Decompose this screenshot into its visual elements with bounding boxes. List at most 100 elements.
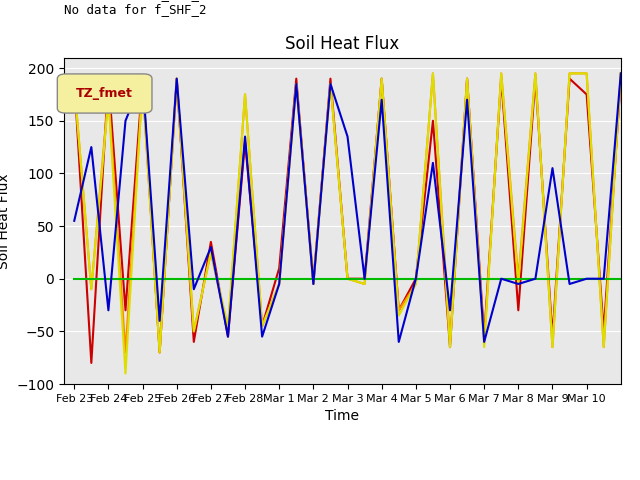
SHF1: [310, 281, 317, 287]
SHF3: [429, 71, 436, 76]
SHF2: [104, 92, 112, 97]
SHF1: [326, 76, 334, 82]
SHF3: [88, 287, 95, 292]
SHF2: [548, 344, 556, 350]
SHF2: [481, 339, 488, 345]
SHF2: [429, 71, 436, 76]
SHF5: [481, 339, 488, 345]
SHF1: [463, 76, 471, 82]
SHF2: [190, 328, 198, 334]
SHF5: [156, 318, 163, 324]
SHF3: [173, 76, 180, 82]
SHF3: [156, 349, 163, 355]
SHF3: [259, 323, 266, 329]
SHF2: [361, 281, 369, 287]
SHF5: [207, 244, 215, 250]
SHF3: [326, 81, 334, 87]
SHF3: [122, 371, 129, 376]
SHF2: [241, 92, 249, 97]
SHF2: [497, 71, 505, 76]
SHF1: [532, 76, 540, 82]
SHF2: [463, 76, 471, 82]
Line: SHF3: SHF3: [74, 73, 621, 373]
SHF5: [412, 276, 420, 282]
Line: SHF5: SHF5: [74, 73, 621, 342]
SHF1: [548, 334, 556, 339]
SHF5: [566, 281, 573, 287]
SHF1: [378, 76, 385, 82]
SHF3: [70, 81, 78, 87]
SHF5: [515, 281, 522, 287]
SHF5: [88, 144, 95, 150]
Text: No data for f_SHF_1
No data for f_SHF_2: No data for f_SHF_1 No data for f_SHF_2: [64, 0, 207, 16]
SHF3: [617, 71, 625, 76]
SHF2: [395, 307, 403, 313]
SHF1: [122, 307, 129, 313]
SHF3: [104, 97, 112, 103]
SHF5: [190, 287, 198, 292]
SHF1: [446, 344, 454, 350]
SHF3: [139, 81, 147, 87]
SHF2: [326, 81, 334, 87]
SHF3: [224, 323, 232, 329]
SHF3: [481, 344, 488, 350]
SHF2: [412, 281, 420, 287]
SHF2: [224, 328, 232, 334]
SHF1: [515, 307, 522, 313]
Y-axis label: Soil Heat Flux: Soil Heat Flux: [0, 173, 11, 269]
SHF5: [463, 97, 471, 103]
SHF2: [207, 250, 215, 255]
SHF3: [275, 281, 283, 287]
SHF1: [617, 76, 625, 82]
SHF5: [259, 334, 266, 339]
SHF5: [617, 71, 625, 76]
SHF2: [122, 349, 129, 355]
SHF5: [310, 281, 317, 287]
SHF2: [446, 339, 454, 345]
SHF3: [548, 344, 556, 350]
SHF3: [515, 281, 522, 287]
SHF3: [207, 250, 215, 255]
SHF5: [122, 118, 129, 124]
SHF1: [207, 239, 215, 245]
SHF3: [292, 81, 300, 87]
SHF3: [241, 92, 249, 97]
SHF2: [583, 71, 591, 76]
SHF3: [378, 76, 385, 82]
Line: SHF1: SHF1: [74, 79, 621, 363]
SHF2: [139, 81, 147, 87]
SHF5: [104, 307, 112, 313]
SHF1: [224, 334, 232, 339]
SHF5: [292, 81, 300, 87]
SHF1: [292, 76, 300, 82]
SHF3: [497, 71, 505, 76]
SHF3: [446, 344, 454, 350]
SHF1: [600, 328, 607, 334]
SHF2: [566, 71, 573, 76]
SHF2: [600, 344, 607, 350]
SHF1: [190, 339, 198, 345]
SHF1: [173, 76, 180, 82]
SHF2: [292, 81, 300, 87]
SHF2: [344, 276, 351, 282]
SHF2: [259, 323, 266, 329]
SHF3: [583, 71, 591, 76]
SHF3: [190, 328, 198, 334]
SHF5: [70, 218, 78, 224]
SHF5: [600, 276, 607, 282]
SHF2: [70, 81, 78, 87]
SHF2: [310, 276, 317, 282]
SHF3: [395, 312, 403, 318]
SHF1: [429, 118, 436, 124]
SHF1: [70, 76, 78, 82]
SHF1: [241, 139, 249, 144]
SHF3: [412, 281, 420, 287]
SHF3: [463, 76, 471, 82]
SHF5: [548, 165, 556, 171]
SHF2: [378, 76, 385, 82]
SHF3: [361, 281, 369, 287]
SHF5: [583, 276, 591, 282]
Line: SHF2: SHF2: [74, 73, 621, 352]
SHF1: [412, 276, 420, 282]
SHF2: [88, 287, 95, 292]
